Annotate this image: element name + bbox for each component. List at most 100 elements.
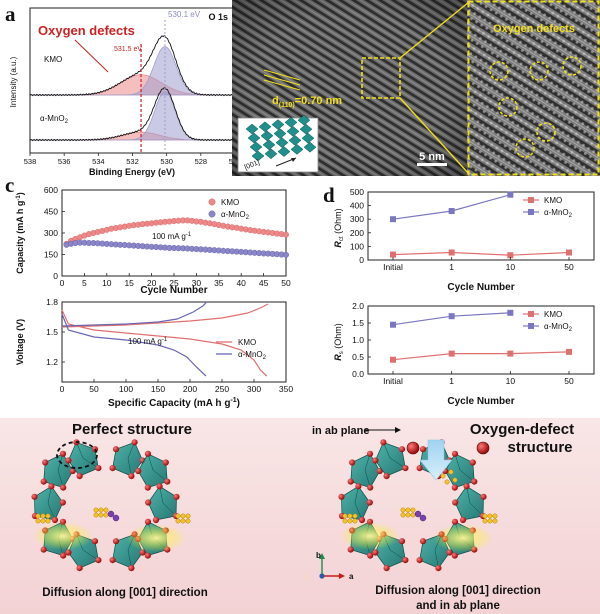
- zinc-ion: [405, 507, 411, 513]
- xps-peak-main-label: 530.1 eV: [168, 10, 201, 19]
- xps-envelope-mno2: [29, 87, 236, 142]
- oxygen-atom: [451, 450, 459, 457]
- crystal-octahedron: [258, 121, 272, 133]
- oxygen-atom: [60, 484, 67, 491]
- mno6-octahedron: [341, 485, 371, 521]
- crystal-octahedron: [251, 150, 265, 162]
- oxygen-atom: [349, 459, 356, 466]
- oxygen-atom: [59, 499, 66, 506]
- axis-indicator: b a: [316, 551, 354, 581]
- oxygen-atom: [366, 450, 374, 457]
- crystal-octahedron: [299, 123, 313, 135]
- zinc-ion: [342, 518, 348, 524]
- rs-point-kmo: [448, 350, 455, 357]
- oxygen-atom: [76, 473, 83, 480]
- oxygen-atom: [471, 478, 478, 485]
- oxygen-atom: [372, 549, 379, 556]
- crystal-octahedron: [288, 135, 302, 146]
- oxygen-atom: [69, 467, 76, 475]
- oxygen-atom: [463, 483, 470, 490]
- rct-y-tick-label: 400: [350, 201, 364, 211]
- oxygen-atom: [65, 457, 72, 464]
- zinc-ion: [98, 512, 104, 518]
- xps-annotation-title: Oxygen defects: [38, 23, 135, 38]
- oxygen-atom: [128, 473, 135, 480]
- capacity-y-tick-label: 450: [44, 207, 58, 217]
- rct-point-kmo: [507, 252, 514, 259]
- mno6-octahedron: [67, 441, 99, 477]
- axis-a-label: a: [349, 572, 354, 581]
- legend-mno2: α-MnO2: [238, 350, 267, 361]
- xps-x-axis-label: Binding Energy (eV): [89, 167, 175, 177]
- crystal-octahedron: [286, 126, 300, 137]
- rs-x-tick-label: 10: [506, 376, 516, 386]
- legend-mno2: α-MnO2: [221, 210, 250, 221]
- oxygen-atom: [91, 538, 99, 545]
- vacancy-highlight: [56, 441, 98, 469]
- voltage-profile-chart: 0 50 100 150 200 250 300 350 1.2 1.5 1.8 KMO α-MnO…: [15, 297, 293, 409]
- capacity-x-axis-label: Cycle Number: [140, 285, 207, 296]
- voltage-x-tick-label: 0: [60, 384, 65, 394]
- capacity-y-axis-label: Capacity (mA h g-1): [15, 192, 25, 274]
- capacity-cycling-chart: 0 5 10 15 20 25 30 35 40 45 50 0 150 300 450 600 KMO α-…: [15, 185, 291, 296]
- rs-chart: Initial 1 10 50 0.0 0.5 1.0 1.5 2.0 KMO α-MnO2 C…: [333, 301, 595, 407]
- zinc-ion: [35, 518, 41, 524]
- crystal-octahedron: [249, 141, 263, 153]
- oxygen-atom: [109, 557, 116, 564]
- oxygen-atom: [402, 557, 409, 564]
- oxygen-atom: [131, 439, 138, 446]
- zinc-ion: [40, 518, 46, 524]
- oxygen-atom: [135, 467, 142, 475]
- potassium-ion: [419, 514, 427, 522]
- oxygen-atom: [338, 493, 345, 500]
- oxygen-atom: [144, 552, 151, 559]
- crystal-octahedron: [275, 137, 289, 148]
- oxygen-atom: [452, 499, 459, 506]
- oxygen-atom: [48, 483, 55, 490]
- zinc-ion: [492, 518, 498, 524]
- zinc-ion: [347, 513, 353, 519]
- capacity-point-kmo: [283, 231, 290, 238]
- rs-y-tick-label: 0.0: [352, 369, 364, 379]
- capacity-x-tick-label: 5: [82, 278, 87, 288]
- mno6-octahedron: [374, 441, 406, 477]
- rct-point-kmo: [390, 251, 396, 258]
- zinc-ion: [448, 469, 454, 475]
- oxygen-atom: [65, 549, 72, 556]
- zinc-ion: [400, 512, 406, 518]
- xps-x-tick-label: 538: [24, 157, 37, 166]
- capacity-x-tick-label: 40: [236, 278, 246, 288]
- defect-site: [476, 441, 490, 455]
- potassium-ion: [112, 514, 120, 522]
- defect-structure-title-2: structure: [507, 439, 572, 456]
- panel-letter-a: a: [5, 2, 16, 26]
- crystal-octahedron: [271, 119, 285, 130]
- rct-y-axis-label: Rct (Ohm): [333, 208, 345, 247]
- rct-point-mno2: [448, 208, 455, 215]
- scale-bar: [417, 163, 447, 166]
- perfect-structure-title: Perfect structure: [72, 421, 192, 438]
- legend-kmo: KMO: [238, 338, 256, 347]
- capacity-x-tick-label: 50: [281, 278, 291, 288]
- oxygen-atom: [451, 552, 458, 559]
- oxygen-atom: [367, 552, 374, 559]
- capacity-x-tick-label: 0: [60, 278, 65, 288]
- legend-mno2: α-MnO2: [544, 322, 573, 333]
- panel-letter-d: d: [323, 183, 335, 207]
- mno6-octahedron: [147, 485, 177, 521]
- oxygen-atom: [398, 538, 406, 545]
- oxygen-atom: [469, 459, 476, 466]
- voltage-plot-frame: [61, 301, 287, 383]
- capacity-y-tick-label: 600: [44, 185, 58, 195]
- zinc-ion: [98, 507, 104, 513]
- zinc-ion: [452, 477, 458, 483]
- xps-series-mno2-label: α-MnO2: [40, 114, 69, 125]
- oxygen-atom: [76, 565, 83, 572]
- capacity-legend: KMO α-MnO2: [208, 198, 250, 221]
- diffusion-glow: [433, 524, 493, 552]
- zinc-ion: [93, 507, 99, 513]
- capacity-x-tick-label: 30: [192, 278, 202, 288]
- zoom-inset-label: Oxygen defects: [493, 23, 575, 35]
- capacity-x-tick-label: 20: [147, 278, 157, 288]
- potassium-ion: [107, 510, 115, 518]
